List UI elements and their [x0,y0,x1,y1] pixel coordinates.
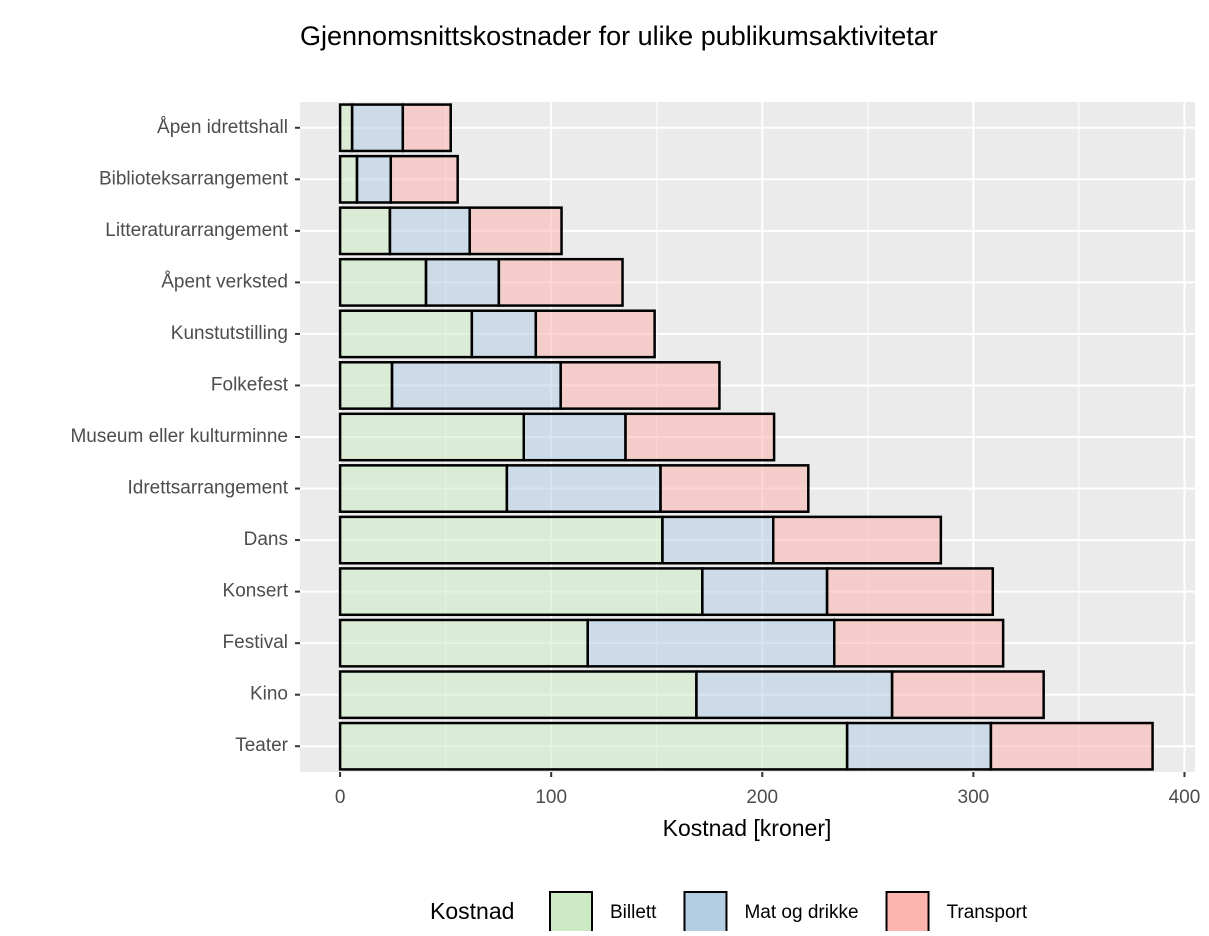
legend-key [885,891,930,935]
bar-segment [338,309,474,359]
bar-segment [338,103,354,153]
bar-segment [468,206,563,256]
bar-segment [389,154,459,204]
bar-segment [390,361,562,410]
y-tick-label: Kunstutstilling [171,323,288,344]
bar-segment [559,361,721,410]
bar-segment [338,515,664,565]
legend-key [549,891,593,935]
bar-segment [772,515,943,565]
bar-segment [338,721,849,771]
x-axis-title: Kostnad [kroner] [663,815,832,841]
bar-segment [424,257,501,307]
bar-segment [833,618,1005,668]
bar-segment [624,412,776,462]
chart-title: Gjennomsnittskostnader for ulike publiku… [300,21,938,51]
y-tick-label: Idrettsarrangement [127,478,288,499]
y-tick-label: Konsert [223,581,289,602]
y-tick-label: Teater [235,735,288,756]
y-tick-label: Festival [223,632,288,653]
legend-label: Billett [610,902,657,923]
y-tick-label: Åpent verksted [161,271,288,292]
bar-segment [355,154,393,204]
bar-segment [401,103,452,153]
bar-segment [701,567,829,617]
bar-segment [825,567,995,617]
bar-segment [388,206,471,256]
bar-segment [989,721,1154,771]
x-tick-label: 400 [1169,787,1201,808]
bar-segment [338,154,359,204]
bar-segment [350,103,405,153]
bar-segment [534,309,656,359]
y-tick-label: Åpen idrettshall [157,117,288,138]
bar-segment [845,721,993,771]
y-tick-label: Dans [244,529,288,550]
bar-segment [338,567,704,617]
bar-segment [522,412,627,462]
bar-segment [586,618,836,668]
y-tick-label: Litteraturarrangement [105,220,288,241]
bar-segment [338,257,428,307]
bar-segment [659,464,810,513]
legend-label: Mat og drikke [744,902,858,923]
bar-segment [338,464,509,513]
legend-label: Transport [947,902,1028,923]
x-tick-label: 0 [335,787,346,808]
bar-segment [661,515,775,565]
bar-segment [338,670,698,720]
y-tick-label: Kino [250,684,288,705]
bar-segment [338,206,392,256]
x-tick-label: 200 [746,787,778,808]
bar-segment [338,361,394,410]
bar-segment [505,464,662,513]
x-tick-label: 100 [535,787,567,808]
legend-title: Kostnad [430,898,514,924]
x-tick-label: 300 [958,787,990,808]
bar-segment [497,257,624,307]
bar-segment [695,670,894,720]
bar-segment [338,412,526,462]
y-tick-label: Museum eller kulturminne [70,426,288,447]
bar-segment [338,618,589,668]
y-tick-label: Biblioteksarrangement [99,168,289,189]
y-tick-label: Folkefest [211,374,289,395]
bar-segment [890,670,1045,720]
legend-key [683,891,728,935]
bar-segment [470,309,538,359]
